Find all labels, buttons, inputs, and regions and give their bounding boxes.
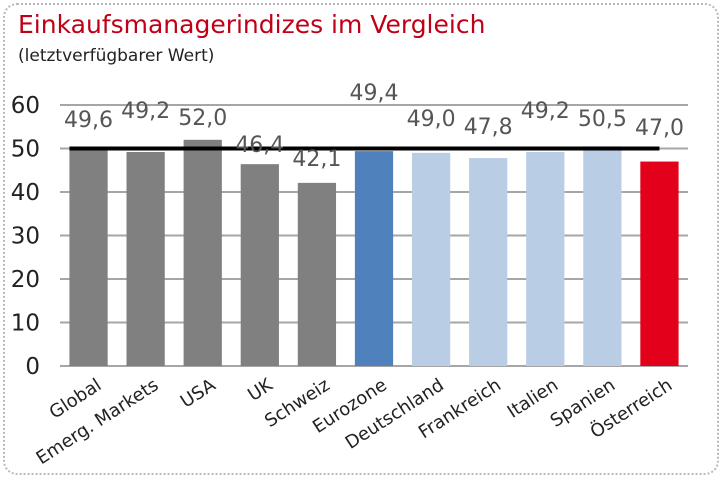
- bar: [297, 182, 337, 366]
- bar: [526, 151, 565, 366]
- bars: [69, 139, 679, 366]
- data-label: 50,5: [578, 107, 627, 132]
- category-label: USA: [177, 374, 220, 412]
- bar: [583, 146, 622, 366]
- y-tick-label: 30: [11, 224, 40, 250]
- data-label: 47,0: [635, 116, 684, 141]
- y-tick-label: 0: [25, 354, 40, 380]
- bar: [69, 150, 108, 366]
- data-labels: 49,6 49,2 52,0 46,4 42,1 49,4 49,0 47,8 49,2 50,5…: [64, 81, 684, 172]
- data-label: 49,2: [121, 99, 170, 124]
- data-label: 42,1: [292, 147, 341, 172]
- y-tick-label: 20: [11, 267, 40, 293]
- bar: [354, 151, 394, 366]
- bar: [183, 139, 222, 366]
- y-tick-label: 10: [11, 311, 40, 337]
- chart-frame: [3, 3, 719, 475]
- bar: [640, 161, 679, 366]
- y-tick-label: 50: [11, 137, 40, 163]
- y-tick-label: 40: [11, 180, 40, 206]
- y-tick-label: 60: [11, 93, 40, 119]
- bar: [411, 152, 451, 366]
- chart-subtitle: (letztverfügbarer Wert): [18, 46, 215, 66]
- data-label: 49,4: [350, 81, 399, 106]
- category-label: UK: [244, 374, 277, 406]
- bar: [469, 158, 508, 366]
- data-label: 49,0: [407, 107, 456, 132]
- bar: [240, 164, 279, 366]
- data-label: 46,4: [235, 133, 284, 158]
- data-label: 49,2: [521, 99, 570, 124]
- data-label: 49,6: [64, 108, 113, 133]
- chart-title: Einkaufsmanagerindizes im Vergleich: [18, 10, 486, 39]
- data-label: 47,8: [464, 115, 513, 140]
- bar: [126, 151, 165, 366]
- y-axis-tick-labels: 0 10 20 30 40 50 60: [11, 93, 40, 380]
- data-label: 52,0: [178, 106, 227, 131]
